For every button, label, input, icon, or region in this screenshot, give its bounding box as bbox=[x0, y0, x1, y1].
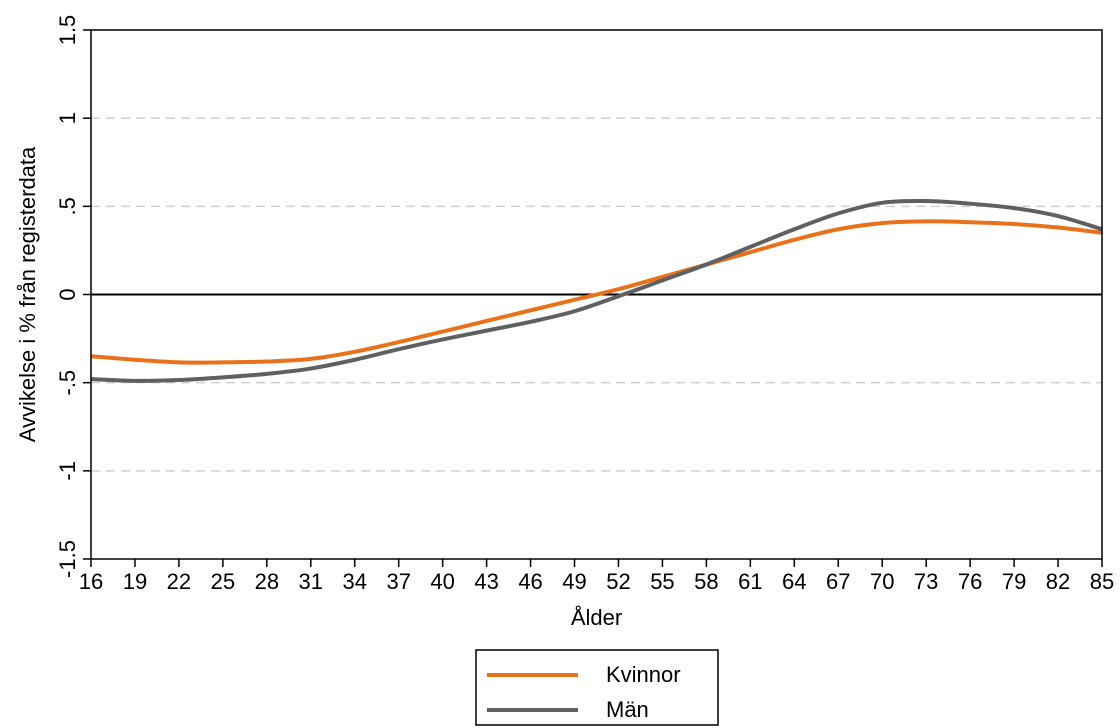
x-tick-label: 82 bbox=[1046, 569, 1070, 594]
x-tick-label: 16 bbox=[79, 569, 103, 594]
x-tick-label: 25 bbox=[211, 569, 235, 594]
y-tick-label: 1 bbox=[55, 112, 80, 124]
x-tick-label: 28 bbox=[255, 569, 279, 594]
x-tick-label: 34 bbox=[342, 569, 366, 594]
x-tick-label: 76 bbox=[958, 569, 982, 594]
series-lines bbox=[90, 198, 1103, 383]
x-tick-label: 73 bbox=[914, 569, 938, 594]
x-tick-label: 64 bbox=[782, 569, 806, 594]
legend-label-man: Män bbox=[606, 697, 649, 722]
axis-ticks: 16 19 22 25 28 31 34 37 40 43 46 49 52 55 58 61 64 67 70 73… bbox=[55, 15, 1114, 594]
x-tick-label: 37 bbox=[386, 569, 410, 594]
x-tick-label: 70 bbox=[870, 569, 894, 594]
x-tick-label: 31 bbox=[299, 569, 323, 594]
y-tick-label: 0 bbox=[55, 288, 80, 300]
x-tick-label: 67 bbox=[826, 569, 850, 594]
series-line-mn bbox=[90, 198, 1103, 383]
x-axis-title: Ålder bbox=[571, 605, 622, 630]
legend-label-kvinnor: Kvinnor bbox=[606, 662, 681, 687]
x-tick-label: 58 bbox=[694, 569, 718, 594]
x-tick-label: 52 bbox=[606, 569, 630, 594]
series-line-kvinnor bbox=[90, 219, 1103, 365]
x-tick-label: 19 bbox=[123, 569, 147, 594]
x-tick-label: 43 bbox=[474, 569, 498, 594]
y-tick-label: -1 bbox=[55, 461, 80, 481]
x-tick-label: 22 bbox=[167, 569, 191, 594]
y-axis-title: Avvikelse i % från registerdata bbox=[15, 146, 40, 442]
x-tick-label: 79 bbox=[1002, 569, 1026, 594]
x-tick-label: 85 bbox=[1090, 569, 1114, 594]
x-tick-label: 46 bbox=[518, 569, 542, 594]
x-tick-label: 49 bbox=[562, 569, 586, 594]
y-tick-label: 1.5 bbox=[55, 15, 80, 46]
x-tick-label: 40 bbox=[430, 569, 454, 594]
y-tick-label: -.5 bbox=[55, 370, 80, 396]
y-tick-label: .5 bbox=[55, 197, 80, 215]
x-tick-label: 55 bbox=[650, 569, 674, 594]
legend-box bbox=[475, 649, 719, 726]
legend: Kvinnor Män bbox=[475, 649, 719, 726]
y-tick-label: -1.5 bbox=[55, 540, 80, 578]
x-tick-label: 61 bbox=[738, 569, 762, 594]
